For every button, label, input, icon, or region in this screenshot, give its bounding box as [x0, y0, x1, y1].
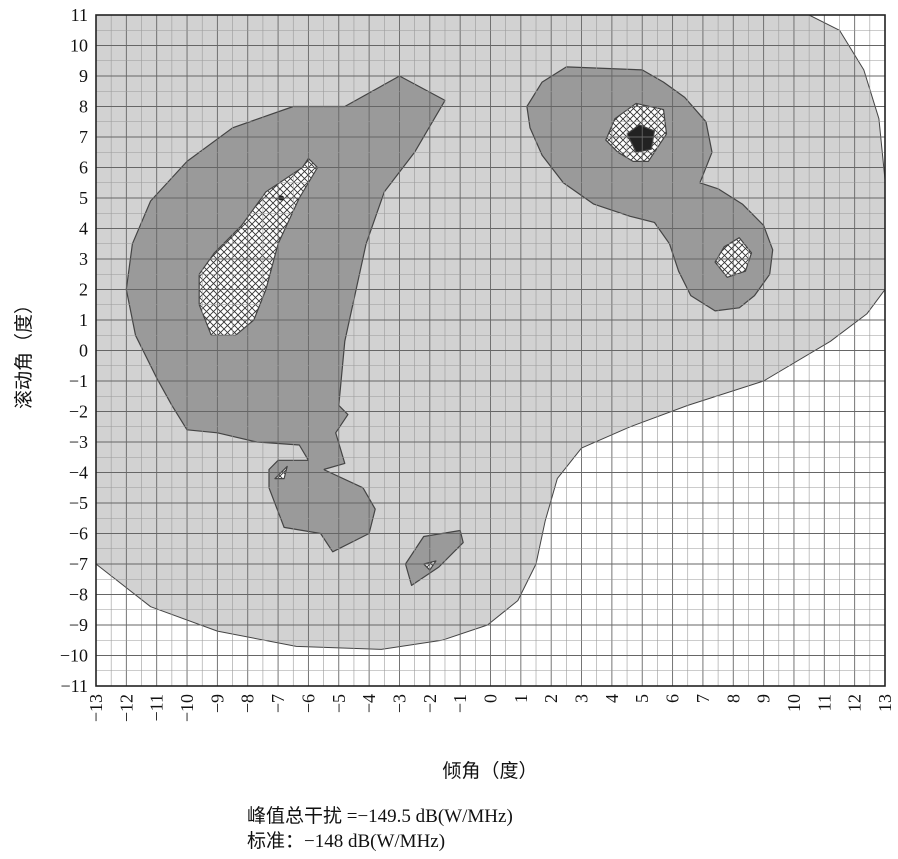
x-axis-title: 倾角（度） — [442, 760, 537, 782]
y-tick-label: −2 — [69, 402, 88, 422]
contour-level-2-region-2 — [404, 529, 464, 587]
y-tick-label: −6 — [69, 524, 88, 544]
y-tick-label: 7 — [79, 127, 88, 147]
x-tick-label: −10 — [177, 694, 197, 722]
y-tick-label: −1 — [69, 371, 88, 391]
y-tick-label: −11 — [61, 676, 88, 696]
x-tick-label: −8 — [238, 694, 258, 713]
x-tick-label: 11 — [814, 694, 834, 711]
x-tick-label: 1 — [511, 694, 531, 703]
x-tick-label: −3 — [390, 694, 410, 713]
y-axis-title: 滚动角（度） — [13, 295, 35, 409]
x-tick-label: 8 — [723, 694, 743, 703]
y-tick-label: 6 — [79, 158, 88, 178]
grid-lines — [95, 14, 886, 687]
y-tick-label: 11 — [71, 5, 88, 25]
x-tick-label: 9 — [754, 694, 774, 703]
x-tick-label: 4 — [602, 694, 622, 703]
x-tick-label: 2 — [541, 694, 561, 703]
y-tick-label: 8 — [79, 97, 88, 117]
caption-peak-interference: 峰值总干扰 =−149.5 dB(W/MHz) — [247, 806, 513, 827]
contour-level-4-region-1 — [626, 124, 656, 153]
x-tick-label: −11 — [147, 694, 167, 721]
x-tick-label: 10 — [784, 694, 804, 712]
x-tick-label: −12 — [116, 694, 136, 722]
y-tick-label: 3 — [79, 249, 88, 269]
y-tick-label: 1 — [79, 310, 88, 330]
y-tick-label: −9 — [69, 615, 88, 635]
caption-standard: 标准：−148 dB(W/MHz) — [247, 831, 446, 852]
y-tick-label: −10 — [60, 646, 88, 666]
y-tick-label: −8 — [69, 585, 88, 605]
x-tick-label: −4 — [359, 694, 379, 713]
y-tick-label: −5 — [69, 493, 88, 513]
x-tick-label: 0 — [481, 694, 501, 703]
x-tick-label: 13 — [875, 694, 895, 712]
x-tick-label: −6 — [298, 694, 318, 713]
y-tick-label: 4 — [79, 219, 88, 239]
x-tick-label: 7 — [693, 694, 713, 703]
x-tick-label: −13 — [86, 694, 106, 722]
x-tick-label: −5 — [329, 694, 349, 713]
x-tick-label: −7 — [268, 694, 288, 713]
y-tick-label: 10 — [70, 36, 88, 56]
plot-frame — [95, 14, 886, 687]
x-tick-label: −2 — [420, 694, 440, 713]
y-tick-label: 0 — [79, 341, 88, 361]
x-tick-label: 12 — [845, 694, 865, 712]
y-tick-label: 9 — [79, 66, 88, 86]
y-tick-label: −3 — [69, 432, 88, 452]
y-tick-label: 5 — [79, 188, 88, 208]
x-tick-label: −9 — [207, 694, 227, 713]
x-tick-label: −1 — [450, 694, 470, 713]
x-tick-label: 5 — [632, 694, 652, 703]
y-tick-label: 2 — [79, 280, 88, 300]
x-axis-tick-labels: −13 −12 −11 −10 −9 −8 −7 −6 −5 −4 −3 −2 −1 0 1 2 3 4 5 6 7 8 9… — [86, 694, 895, 722]
x-tick-label: 6 — [663, 694, 683, 703]
y-tick-label: −4 — [69, 463, 88, 483]
x-tick-label: 3 — [572, 694, 592, 703]
y-tick-label: −7 — [69, 554, 88, 574]
